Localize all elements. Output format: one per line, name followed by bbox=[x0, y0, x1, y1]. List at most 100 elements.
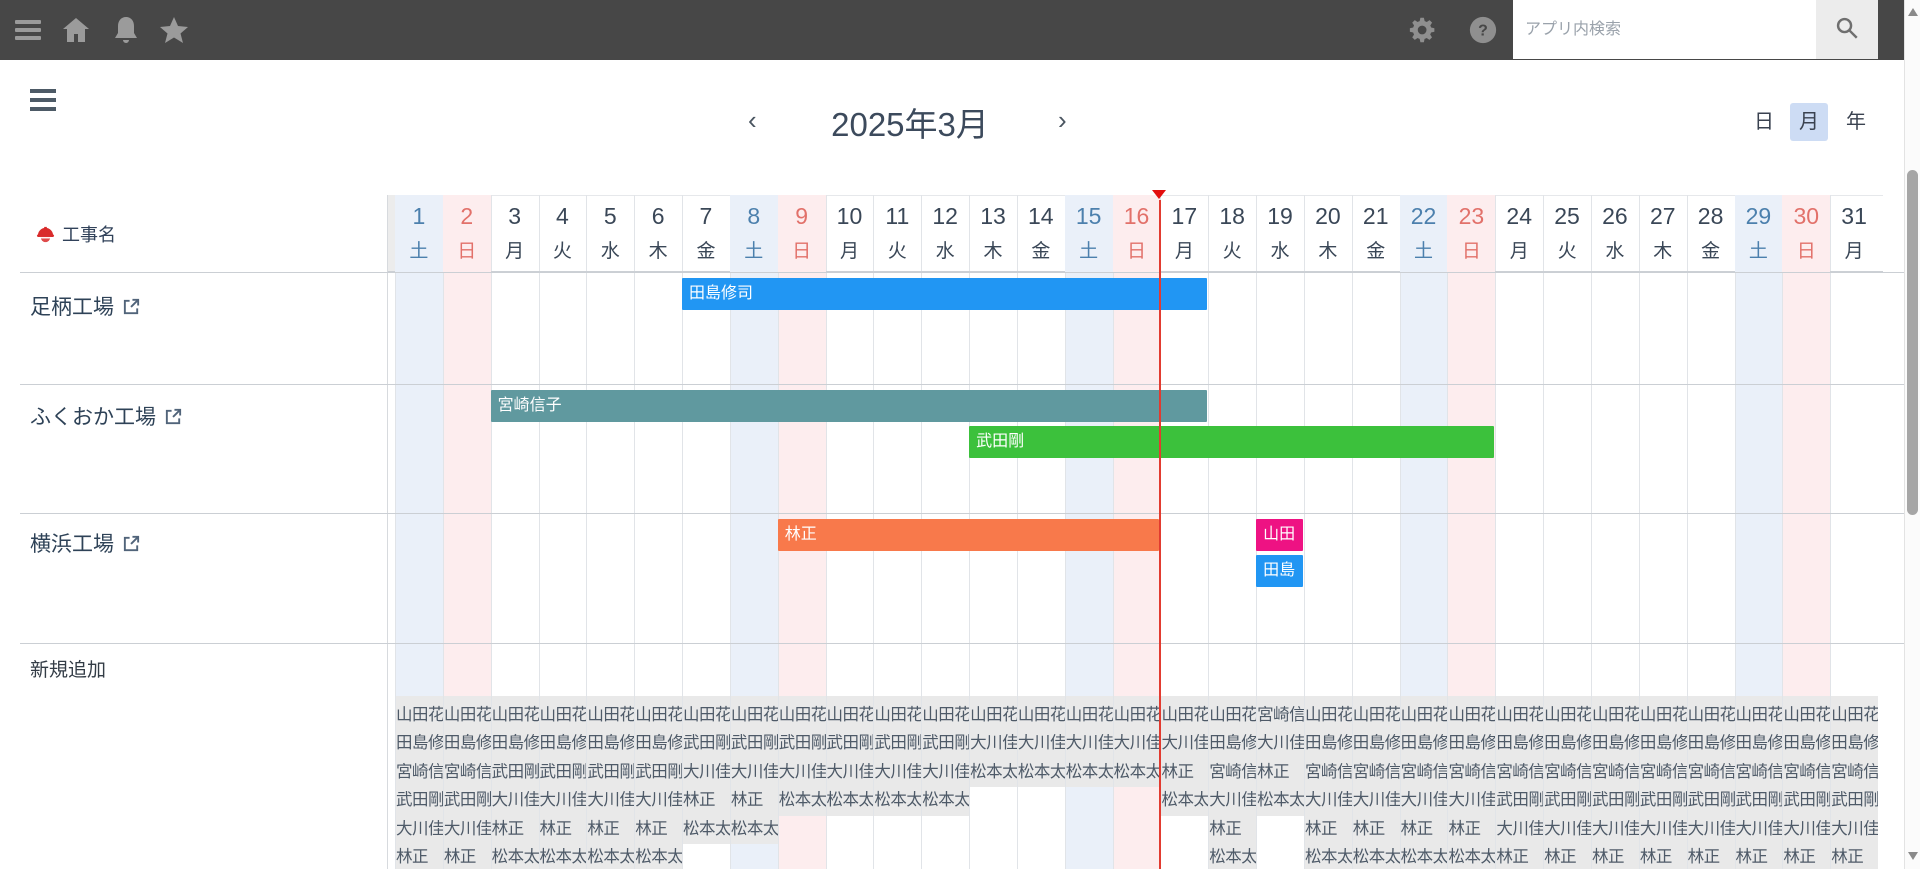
view-toggle-month[interactable]: 月 bbox=[1790, 103, 1828, 141]
day-weekday-17[interactable]: 月 bbox=[1174, 241, 1194, 262]
day-weekday-1[interactable]: 土 bbox=[395, 235, 443, 272]
availability-list-day-15: 山田花 大川佳 松本太 bbox=[1065, 696, 1113, 788]
day-number-3[interactable]: 3 bbox=[508, 203, 521, 229]
day-number-26[interactable]: 26 bbox=[1602, 203, 1628, 229]
day-number-9[interactable]: 9 bbox=[777, 195, 826, 235]
day-number-29[interactable]: 29 bbox=[1734, 195, 1783, 235]
settings-gear-icon[interactable] bbox=[1409, 16, 1437, 44]
day-number-1[interactable]: 1 bbox=[395, 195, 443, 235]
day-weekday-4[interactable]: 火 bbox=[552, 241, 572, 262]
day-number-28[interactable]: 28 bbox=[1697, 203, 1724, 229]
day-weekday-26[interactable]: 水 bbox=[1605, 241, 1625, 262]
day-number-20[interactable]: 20 bbox=[1315, 203, 1341, 229]
day-weekday-24[interactable]: 月 bbox=[1509, 241, 1529, 262]
view-toggle-year[interactable]: 年 bbox=[1846, 111, 1866, 133]
day-number-25[interactable]: 25 bbox=[1554, 203, 1580, 229]
day-weekday-14[interactable]: 金 bbox=[1031, 241, 1051, 262]
day-weekday-25[interactable]: 火 bbox=[1557, 241, 1577, 262]
day-number-19[interactable]: 19 bbox=[1267, 203, 1293, 229]
home-icon[interactable] bbox=[60, 14, 92, 46]
available-worker-name: 林正 bbox=[1639, 847, 1672, 866]
add-new-row-button[interactable]: 新規追加 bbox=[30, 660, 107, 681]
day-number-13[interactable]: 13 bbox=[980, 203, 1006, 229]
day-number-15[interactable]: 15 bbox=[1064, 195, 1113, 235]
day-number-17[interactable]: 17 bbox=[1171, 203, 1198, 229]
day-weekday-10[interactable]: 月 bbox=[839, 241, 859, 262]
day-number-23[interactable]: 23 bbox=[1447, 195, 1496, 235]
sidebar-item-yokohama-factory[interactable]: 横浜工場 bbox=[30, 528, 141, 558]
day-number-18[interactable]: 18 bbox=[1219, 203, 1245, 229]
day-number-14[interactable]: 14 bbox=[1028, 203, 1054, 229]
day-weekday-19[interactable]: 水 bbox=[1270, 241, 1290, 262]
available-worker-name: 大川佳 bbox=[874, 762, 922, 781]
vertical-scrollbar[interactable] bbox=[1904, 0, 1920, 869]
gantt-bar-山田[interactable]: 山田 bbox=[1256, 519, 1303, 551]
favorites-star-icon[interactable] bbox=[158, 14, 190, 46]
sidebar-item-ashigara-factory[interactable]: 足柄工場 bbox=[30, 291, 141, 321]
day-number-6[interactable]: 6 bbox=[651, 203, 665, 229]
day-weekday-30[interactable]: 日 bbox=[1782, 235, 1831, 272]
gantt-bar-田島[interactable]: 田島 bbox=[1256, 555, 1303, 587]
day-number-8[interactable]: 8 bbox=[729, 195, 778, 235]
day-number-2[interactable]: 2 bbox=[442, 195, 491, 235]
day-weekday-20[interactable]: 木 bbox=[1318, 241, 1338, 262]
scroll-thumb[interactable] bbox=[1907, 170, 1918, 515]
day-number-5[interactable]: 5 bbox=[603, 203, 617, 229]
app-search-input[interactable] bbox=[1513, 0, 1816, 59]
day-weekday-22[interactable]: 土 bbox=[1399, 235, 1448, 272]
day-number-4[interactable]: 4 bbox=[556, 203, 569, 229]
notifications-bell-icon[interactable] bbox=[110, 14, 142, 46]
gantt-bar-田島修司[interactable]: 田島修司 bbox=[682, 278, 1208, 310]
day-number-27[interactable]: 27 bbox=[1649, 203, 1676, 229]
gantt-bar-武田剛[interactable]: 武田剛 bbox=[969, 426, 1495, 458]
day-weekday-23[interactable]: 日 bbox=[1447, 235, 1496, 272]
view-toggle-day[interactable]: 日 bbox=[1754, 111, 1774, 133]
day-number-21[interactable]: 21 bbox=[1362, 203, 1389, 229]
day-weekday-7[interactable]: 金 bbox=[696, 241, 716, 262]
day-weekday-27[interactable]: 木 bbox=[1653, 241, 1673, 262]
day-number-30[interactable]: 30 bbox=[1782, 195, 1831, 235]
prev-month-button[interactable]: ‹ bbox=[742, 104, 763, 137]
availability-list-day-12: 山田花 武田剛 大川佳 松本太 bbox=[922, 696, 970, 816]
day-weekday-9[interactable]: 日 bbox=[777, 235, 826, 272]
day-number-31[interactable]: 31 bbox=[1841, 203, 1867, 229]
next-month-button[interactable]: › bbox=[1052, 104, 1073, 137]
day-number-22[interactable]: 22 bbox=[1399, 195, 1448, 235]
open-in-new-icon[interactable] bbox=[164, 407, 183, 426]
search-button[interactable] bbox=[1816, 0, 1878, 59]
available-worker-name: 林正 bbox=[443, 847, 476, 866]
day-number-16[interactable]: 16 bbox=[1112, 195, 1161, 235]
day-weekday-8[interactable]: 土 bbox=[729, 235, 778, 272]
day-weekday-13[interactable]: 木 bbox=[983, 241, 1003, 262]
hamburger-menu-icon[interactable] bbox=[12, 14, 44, 46]
sidebar-item-fukuoka-factory[interactable]: ふくおか工場 bbox=[30, 401, 183, 431]
gantt-bar-林正[interactable]: 林正 bbox=[777, 519, 1160, 551]
open-in-new-icon[interactable] bbox=[122, 297, 141, 316]
day-number-24[interactable]: 24 bbox=[1506, 203, 1533, 229]
day-weekday-18[interactable]: 火 bbox=[1222, 241, 1242, 262]
gantt-bar-宮崎信子[interactable]: 宮崎信子 bbox=[490, 390, 1208, 422]
day-weekday-15[interactable]: 土 bbox=[1064, 235, 1113, 272]
available-worker-name: 大川佳 bbox=[1592, 819, 1639, 838]
calendar-menu-icon[interactable] bbox=[30, 89, 56, 111]
day-weekday-5[interactable]: 水 bbox=[600, 241, 620, 262]
day-weekday-28[interactable]: 金 bbox=[1701, 241, 1721, 262]
day-weekday-12[interactable]: 水 bbox=[935, 241, 955, 262]
day-weekday-29[interactable]: 土 bbox=[1734, 235, 1783, 272]
day-number-10[interactable]: 10 bbox=[836, 203, 863, 229]
day-weekday-16[interactable]: 日 bbox=[1112, 235, 1161, 272]
day-weekday-2[interactable]: 日 bbox=[442, 235, 491, 272]
day-weekday-31[interactable]: 月 bbox=[1844, 241, 1864, 262]
help-icon[interactable]: ? bbox=[1468, 15, 1498, 45]
day-weekday-6[interactable]: 木 bbox=[648, 241, 668, 262]
available-worker-name: 宮崎信 bbox=[443, 762, 491, 781]
day-weekday-3[interactable]: 月 bbox=[505, 241, 525, 262]
scroll-down-arrow-icon[interactable] bbox=[1908, 852, 1918, 860]
day-weekday-21[interactable]: 金 bbox=[1366, 241, 1386, 262]
day-number-7[interactable]: 7 bbox=[699, 203, 713, 229]
day-number-11[interactable]: 11 bbox=[885, 203, 910, 229]
day-number-12[interactable]: 12 bbox=[932, 203, 958, 229]
day-weekday-11[interactable]: 火 bbox=[887, 241, 907, 262]
open-in-new-icon[interactable] bbox=[122, 534, 141, 553]
scroll-up-arrow-icon[interactable] bbox=[1908, 8, 1918, 16]
